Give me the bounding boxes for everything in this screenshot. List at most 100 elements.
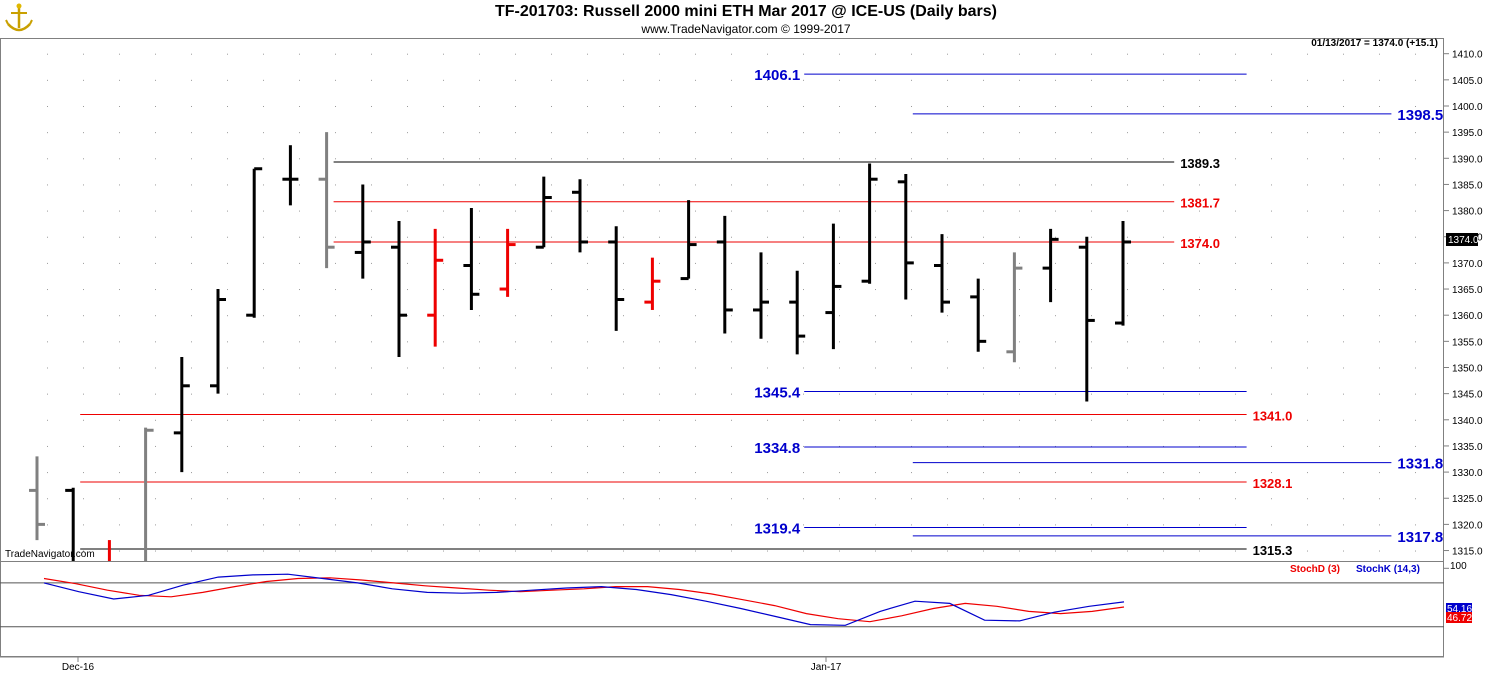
grid-dot: [803, 53, 804, 55]
grid-dot: [1127, 79, 1128, 81]
tradenavigator-logo-icon: [4, 2, 34, 34]
grid-dot: [1091, 341, 1092, 343]
grid-dot: [983, 419, 984, 421]
grid-dot: [227, 132, 228, 134]
grid-dot: [155, 132, 156, 134]
grid-dot: [515, 341, 516, 343]
grid-dot: [83, 341, 84, 343]
grid-dot: [515, 524, 516, 526]
grid-dot: [1343, 79, 1344, 81]
grid-dot: [839, 341, 840, 343]
grid-dot: [983, 393, 984, 395]
grid-dot: [1271, 210, 1272, 212]
grid-dot: [659, 53, 660, 55]
grid-dot: [299, 315, 300, 317]
grid-dot: [623, 236, 624, 238]
grid-dot: [371, 393, 372, 395]
grid-dot: [155, 53, 156, 55]
grid-dot: [695, 367, 696, 369]
grid-dot: [47, 367, 48, 369]
grid-dot: [803, 445, 804, 447]
grid-dot: [767, 184, 768, 186]
grid-dot: [1271, 53, 1272, 55]
grid-dot: [227, 472, 228, 474]
grid-dot: [1271, 341, 1272, 343]
grid-dot: [623, 524, 624, 526]
grid-dot: [1415, 53, 1416, 55]
grid-dot: [407, 158, 408, 160]
grid-dot: [551, 315, 552, 317]
grid-dot: [227, 498, 228, 500]
grid-dot: [767, 132, 768, 134]
ohlc-bar: [210, 289, 226, 394]
grid-dot: [1199, 524, 1200, 526]
grid-dot: [1091, 236, 1092, 238]
grid-dot: [983, 498, 984, 500]
grid-dot: [1271, 472, 1272, 474]
grid-dot: [587, 210, 588, 212]
grid-dot: [623, 445, 624, 447]
grid-dot: [371, 236, 372, 238]
grid-dot: [875, 524, 876, 526]
grid-dot: [947, 367, 948, 369]
grid-dot: [803, 341, 804, 343]
grid-dot: [947, 498, 948, 500]
grid-dot: [551, 472, 552, 474]
grid-dot: [1091, 105, 1092, 107]
grid-dot: [695, 210, 696, 212]
ohlc-bar: [897, 173, 914, 300]
grid-dot: [1163, 550, 1164, 552]
grid-dot: [947, 158, 948, 160]
grid-dot: [695, 524, 696, 526]
grid-dot: [479, 158, 480, 160]
grid-dot: [767, 79, 768, 81]
grid-dot: [1307, 341, 1308, 343]
grid-dot: [407, 393, 408, 395]
grid-dot: [299, 105, 300, 107]
grid-dot: [1019, 550, 1020, 552]
grid-dot: [695, 184, 696, 186]
grid-dot: [443, 419, 444, 421]
grid-dot: [1343, 367, 1344, 369]
grid-dot: [515, 262, 516, 264]
grid-dot: [1271, 132, 1272, 134]
grid-dot: [911, 498, 912, 500]
grid-dot: [947, 419, 948, 421]
grid-dot: [623, 158, 624, 160]
grid-dot: [1055, 105, 1056, 107]
grid-dot: [263, 210, 264, 212]
grid-dot: [551, 393, 552, 395]
grid-dot: [371, 315, 372, 317]
grid-dot: [1199, 419, 1200, 421]
level-label: 1331.8: [1397, 456, 1443, 473]
grid-dot: [875, 550, 876, 552]
grid-dot: [587, 341, 588, 343]
grid-dot: [731, 498, 732, 500]
grid-dot: [371, 184, 372, 186]
grid-dot: [227, 158, 228, 160]
grid-dot: [875, 210, 876, 212]
grid-dot: [911, 445, 912, 447]
grid-dot: [875, 472, 876, 474]
grid-dot: [1235, 472, 1236, 474]
grid-dot: [335, 524, 336, 526]
grid-dot: [119, 289, 120, 291]
grid-dot: [119, 53, 120, 55]
grid-dot: [407, 105, 408, 107]
grid-dot: [1091, 79, 1092, 81]
grid-dot: [227, 341, 228, 343]
grid-dot: [155, 184, 156, 186]
grid-dot: [911, 367, 912, 369]
grid-dot: [371, 419, 372, 421]
grid-dot: [1415, 262, 1416, 264]
price-tick-label: 1345.0: [1452, 390, 1483, 401]
grid-dot: [551, 105, 552, 107]
grid-dot: [659, 315, 660, 317]
ohlc-bar: [173, 357, 190, 473]
grid-dot: [515, 393, 516, 395]
grid-dot: [731, 419, 732, 421]
grid-dot: [659, 341, 660, 343]
grid-dot: [227, 550, 228, 552]
grid-dot: [83, 498, 84, 500]
